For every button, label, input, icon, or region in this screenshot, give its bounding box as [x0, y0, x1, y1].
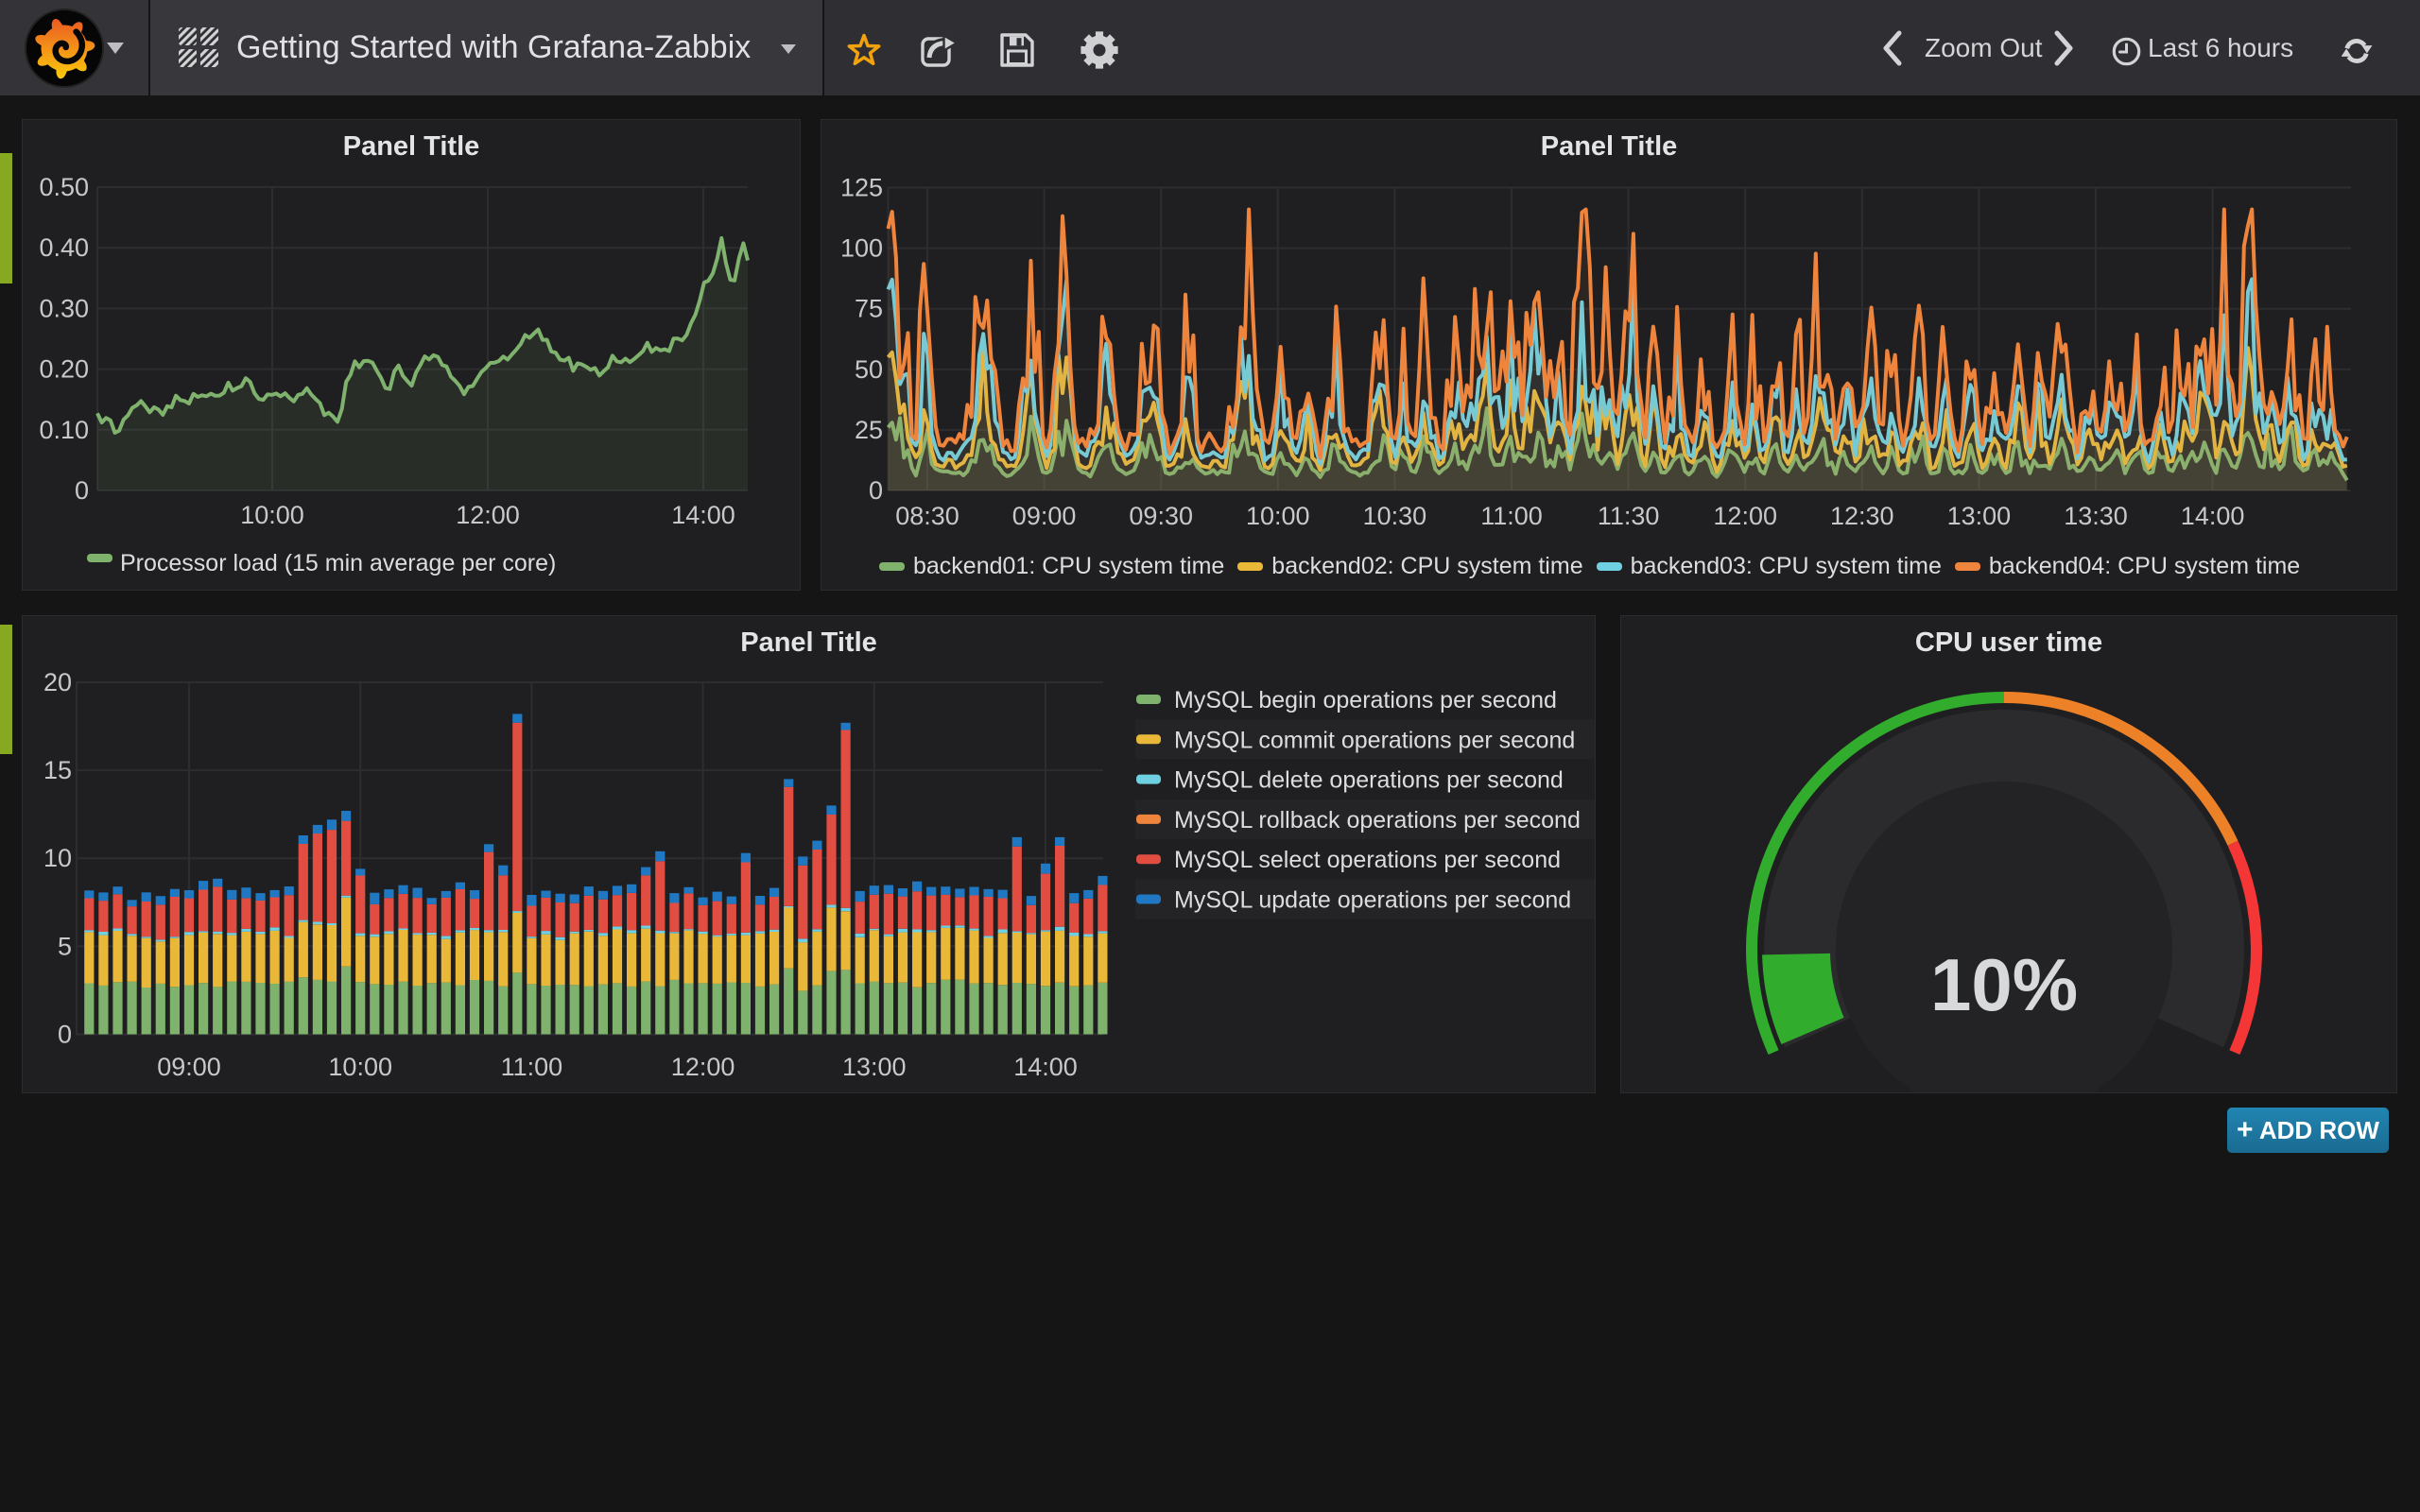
svg-text:11:00: 11:00 — [1480, 502, 1543, 530]
svg-text:13:00: 13:00 — [1947, 502, 2012, 530]
svg-text:14:00: 14:00 — [1013, 1053, 1078, 1081]
svg-text:125: 125 — [840, 174, 883, 202]
svg-text:Processor load (15 min average: Processor load (15 min average per core) — [120, 550, 556, 576]
svg-text:09:00: 09:00 — [157, 1053, 221, 1081]
svg-text:MySQL begin operations per sec: MySQL begin operations per second — [1174, 687, 1557, 713]
svg-text:0: 0 — [58, 1021, 72, 1049]
svg-text:5: 5 — [58, 932, 72, 960]
svg-text:75: 75 — [855, 295, 883, 323]
svg-text:14:00: 14:00 — [2181, 502, 2245, 530]
svg-text:15: 15 — [43, 756, 72, 784]
svg-text:11:30: 11:30 — [1598, 502, 1660, 530]
svg-text:14:00: 14:00 — [671, 501, 735, 529]
svg-text:MySQL rollback operations per: MySQL rollback operations per second — [1174, 807, 1581, 833]
svg-text:20: 20 — [43, 668, 72, 696]
svg-text:09:30: 09:30 — [1129, 502, 1193, 530]
svg-text:50: 50 — [855, 355, 883, 384]
svg-text:12:00: 12:00 — [456, 501, 520, 529]
svg-text:10:00: 10:00 — [240, 501, 304, 529]
svg-text:13:30: 13:30 — [2064, 502, 2128, 530]
svg-text:10: 10 — [43, 844, 72, 872]
svg-text:MySQL delete operations per se: MySQL delete operations per second — [1174, 767, 1564, 794]
svg-text:12:00: 12:00 — [1713, 502, 1777, 530]
svg-text:0: 0 — [75, 476, 89, 505]
svg-text:12:30: 12:30 — [1830, 502, 1894, 530]
svg-text:10%: 10% — [1930, 943, 2078, 1026]
svg-text:MySQL select operations per se: MySQL select operations per second — [1174, 847, 1561, 873]
svg-text:13:00: 13:00 — [842, 1053, 907, 1081]
svg-text:10:30: 10:30 — [1363, 502, 1427, 530]
svg-text:MySQL update operations per se: MySQL update operations per second — [1174, 887, 1571, 914]
svg-text:0.20: 0.20 — [39, 355, 89, 384]
svg-text:08:30: 08:30 — [895, 502, 959, 530]
svg-text:0.10: 0.10 — [39, 416, 89, 444]
svg-text:0: 0 — [869, 476, 883, 505]
svg-text:MySQL commit operations per se: MySQL commit operations per second — [1174, 727, 1575, 753]
svg-text:0.40: 0.40 — [39, 233, 89, 262]
svg-text:25: 25 — [855, 416, 883, 444]
svg-text:0.30: 0.30 — [39, 294, 89, 322]
svg-text:10:00: 10:00 — [328, 1053, 392, 1081]
svg-text:11:00: 11:00 — [501, 1053, 563, 1081]
svg-text:12:00: 12:00 — [671, 1053, 735, 1081]
svg-text:100: 100 — [840, 234, 883, 263]
svg-text:10:00: 10:00 — [1246, 502, 1310, 530]
svg-text:09:00: 09:00 — [1012, 502, 1077, 530]
svg-text:0.50: 0.50 — [39, 173, 89, 201]
